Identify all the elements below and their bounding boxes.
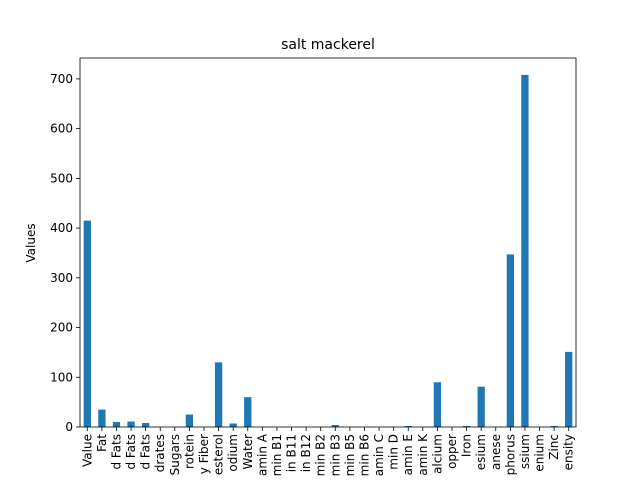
x-tick-label: min B6 <box>357 434 371 476</box>
bar <box>506 254 514 427</box>
bar <box>185 414 194 427</box>
x-tick-label: esterol <box>212 434 226 475</box>
x-tick-label: d Fats <box>109 434 123 470</box>
x-tick-label: opper <box>445 434 459 469</box>
x-tick-label: min D <box>387 434 401 470</box>
x-tick-label: amin C <box>372 434 386 476</box>
x-tick-label: Zinc <box>547 434 561 460</box>
y-tick-label: 400 <box>50 221 73 235</box>
x-tick-label: enium <box>533 434 547 472</box>
y-tick-label: 600 <box>50 122 73 136</box>
x-tick-label: y Fiber <box>197 434 211 474</box>
y-tick-label: 200 <box>50 321 73 335</box>
bar <box>98 409 106 427</box>
x-tick-label: min B1 <box>270 434 284 476</box>
bar <box>229 423 237 427</box>
y-tick-label: 100 <box>50 370 73 384</box>
y-tick-label: 300 <box>50 271 73 285</box>
x-tick-label: in B11 <box>285 434 299 472</box>
x-tick-label: amin K <box>416 433 430 476</box>
bar <box>214 362 223 427</box>
bar <box>565 351 573 427</box>
y-axis-label: Values <box>24 223 38 262</box>
bar <box>244 397 252 427</box>
x-tick-label: Fat <box>95 434 109 452</box>
x-tick-label: ssium <box>518 434 532 469</box>
x-tick-label: Value <box>80 434 94 467</box>
bar <box>331 425 339 427</box>
x-tick-label: anese <box>489 434 503 470</box>
bar <box>404 426 412 427</box>
y-tick-label: 700 <box>50 72 73 86</box>
x-tick-label: phorus <box>503 434 517 475</box>
x-tick-label: esium <box>474 434 488 470</box>
x-tick-label: d Fats <box>139 434 153 470</box>
x-tick-label: min B2 <box>314 434 328 476</box>
bar <box>462 426 471 427</box>
x-tick-label: min B5 <box>343 434 357 476</box>
x-tick-label: ensity <box>562 434 576 470</box>
x-tick-label: Sugars <box>168 434 182 475</box>
bar <box>433 382 442 427</box>
y-tick-label: 0 <box>65 420 73 434</box>
x-tick-label: Iron <box>460 434 474 457</box>
x-tick-label: alcium <box>430 434 444 474</box>
x-tick-label: amin E <box>401 434 415 475</box>
bar <box>127 421 135 427</box>
x-tick-label: d Fats <box>124 434 138 470</box>
x-tick-label: drates <box>153 434 167 472</box>
chart-title: salt mackerel <box>281 37 375 53</box>
x-tick-label: Water <box>241 434 255 470</box>
x-tick-label: min B3 <box>328 434 342 476</box>
x-tick-label: amin A <box>255 433 269 476</box>
axes-frame <box>79 57 577 428</box>
y-tick-label: 500 <box>50 171 73 185</box>
bar <box>112 422 121 427</box>
bar <box>550 426 558 427</box>
bar <box>83 220 91 427</box>
x-tick-label: rotein <box>182 434 196 469</box>
bar <box>521 74 529 427</box>
x-tick-label: odium <box>226 434 240 472</box>
x-tick-label: in B12 <box>299 434 313 472</box>
bar <box>142 423 150 427</box>
bar <box>477 386 485 427</box>
